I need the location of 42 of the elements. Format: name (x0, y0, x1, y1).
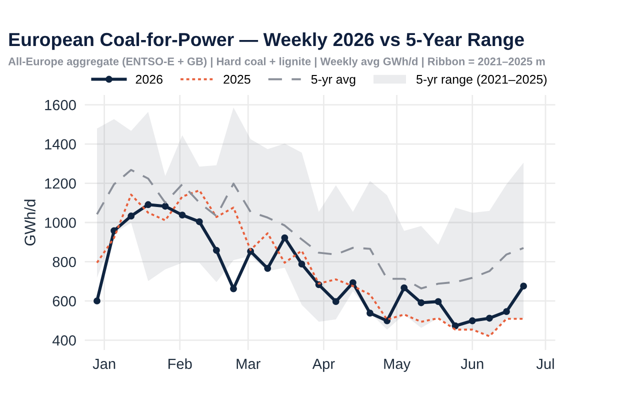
y-tick-label: 1400 (45, 139, 76, 150)
point (486, 314, 493, 322)
y-tick-label: 1000 (45, 218, 76, 228)
point (503, 308, 510, 316)
legend-label: 2025 (224, 74, 250, 84)
point (281, 234, 288, 242)
point (418, 299, 425, 306)
point (128, 212, 135, 220)
point (212, 246, 220, 254)
chart-subtitle: All-Europe aggregate (ENTSO-E + GB) | Hard coal + lignite | Weekly avg GWh/d | Ribbon = 2021–2025 m (8, 57, 545, 68)
x-tick-label: Apr (312, 358, 335, 372)
y-tick-label: 800 (52, 256, 76, 268)
point (196, 218, 203, 226)
line-series (96, 168, 525, 290)
x-tick-label: Jun (460, 358, 484, 370)
point (162, 202, 169, 210)
point (400, 284, 408, 292)
point (144, 201, 152, 208)
point (468, 317, 476, 324)
point (264, 264, 272, 272)
y-tick-label: 400 (52, 335, 76, 346)
point (94, 297, 100, 304)
text: 5-yr range (2021–2025) (416, 74, 547, 86)
x-tick-label: Feb (168, 358, 192, 370)
y-tick-label: 1600 (45, 100, 76, 110)
legend-label: 5-yr avg (311, 75, 356, 86)
point (178, 212, 186, 219)
point (452, 322, 459, 330)
point (298, 260, 306, 268)
point (520, 282, 528, 290)
point (332, 298, 340, 306)
legend-label: 2026 (136, 74, 162, 84)
y-tick-label: 1200 (45, 178, 76, 189)
x-tick-label: Jan (92, 358, 116, 370)
point (434, 298, 442, 306)
x-tick-label: May (384, 358, 411, 372)
x-tick-label: Mar (236, 358, 260, 370)
x-tick-label: Jul (536, 358, 554, 370)
point (366, 310, 374, 317)
y-tick-label: 600 (52, 296, 76, 306)
chart-title: European Coal-for-Power — Weekly 2026 vs 5-Year Range (9, 32, 524, 50)
y-axis-title: GWh/d (24, 200, 36, 246)
